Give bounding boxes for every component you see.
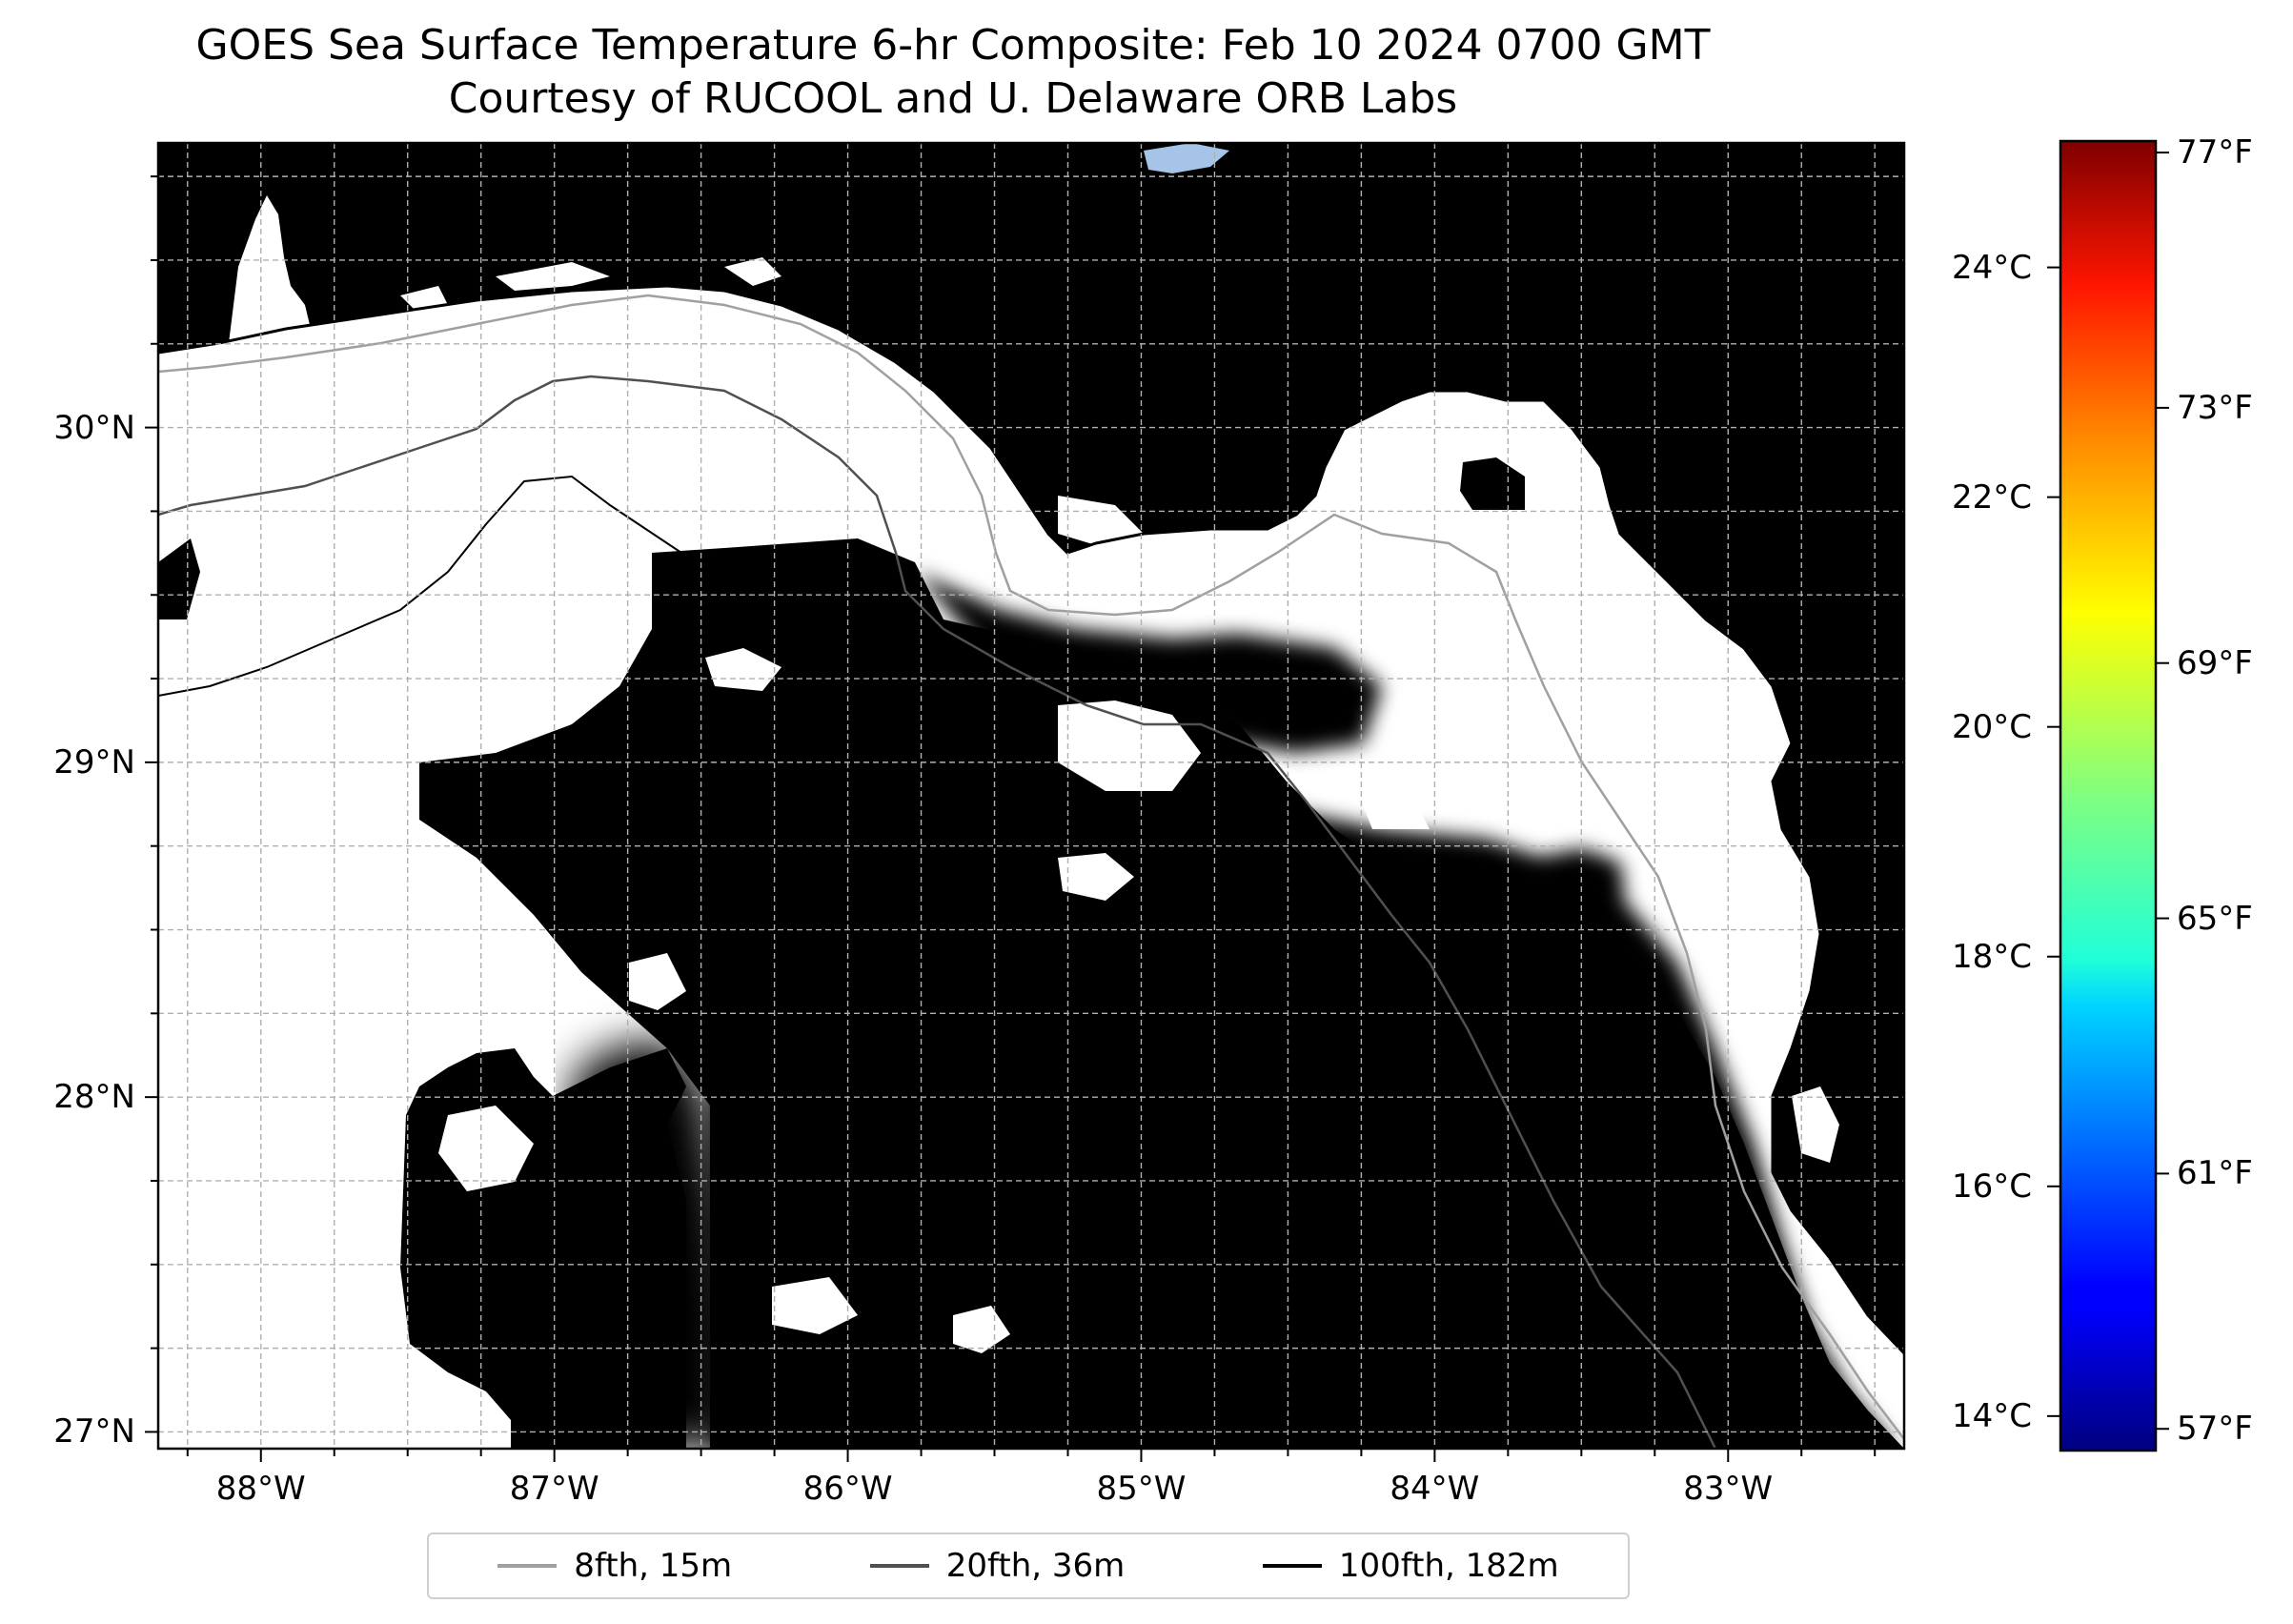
legend-swatch xyxy=(1262,1564,1322,1568)
map-ticks xyxy=(145,175,1877,1462)
sst-orange-patch-north xyxy=(858,1029,1048,1182)
colorbar-ticks xyxy=(2047,152,2169,1431)
legend-label: 8fth, 15m xyxy=(574,1547,733,1585)
celsius-tick-label: 14°C xyxy=(1951,1396,2032,1435)
legend-swatch xyxy=(869,1564,929,1568)
legend-item: 20fth, 36m xyxy=(869,1547,1126,1585)
cloud-gap xyxy=(772,1277,858,1334)
lat-tick-label: 30°N xyxy=(53,408,135,447)
cloud-gap xyxy=(953,1306,1010,1353)
cloud-gap xyxy=(1058,853,1134,901)
land-st-andrews-bay xyxy=(724,257,781,286)
fahrenheit-tick-label: 65°F xyxy=(2177,899,2253,938)
fahrenheit-tick-label: 73°F xyxy=(2177,388,2253,427)
land-choctawhatchee-bay xyxy=(496,262,610,291)
lon-tick-label: 86°W xyxy=(802,1470,893,1508)
sst-orange-patch xyxy=(724,1334,1096,1449)
celsius-tick-label: 20°C xyxy=(1951,707,2032,746)
cloud-gap xyxy=(438,1106,534,1191)
sst-eastern-cyan xyxy=(1287,810,1897,1449)
legend-label: 20fth, 36m xyxy=(945,1547,1126,1585)
lon-tick-label: 84°W xyxy=(1390,1470,1480,1508)
colorbar xyxy=(2059,139,2158,1452)
sst-west-patch xyxy=(158,538,200,619)
lon-tick-label: 83°W xyxy=(1683,1470,1774,1508)
land-mainland xyxy=(158,143,1904,1353)
celsius-tick-label: 24°C xyxy=(1951,248,2032,287)
lon-tick-label: 87°W xyxy=(509,1470,599,1508)
map-frame xyxy=(156,141,1906,1451)
fahrenheit-tick-label: 57°F xyxy=(2177,1410,2253,1449)
celsius-tick-label: 16°C xyxy=(1951,1167,2032,1206)
sst-field xyxy=(158,457,1904,1449)
fahrenheit-tick-label: 69°F xyxy=(2177,643,2253,682)
celsius-tick-label: 18°C xyxy=(1951,937,2032,976)
state-boundary xyxy=(1177,182,1904,233)
chart-title: GOES Sea Surface Temperature 6-hr Compos… xyxy=(195,21,1711,70)
lon-tick-label: 85°W xyxy=(1096,1470,1187,1508)
land-mobile-bay xyxy=(229,195,311,343)
sst-coastal-cyan xyxy=(915,572,1382,753)
celsius-tick-label: 22°C xyxy=(1951,477,2032,517)
lat-tick-label: 27°N xyxy=(53,1412,135,1451)
fahrenheit-tick-label: 61°F xyxy=(2177,1154,2253,1193)
coastline xyxy=(158,284,1904,1355)
gridlines xyxy=(158,143,1904,1449)
chart-subtitle: Courtesy of RUCOOL and U. Delaware ORB L… xyxy=(448,74,1458,123)
land xyxy=(158,143,1904,1353)
legend-item: 100fth, 182m xyxy=(1262,1547,1559,1585)
lake-seminole xyxy=(1144,143,1229,173)
sst-western-yellowgreen xyxy=(419,667,667,867)
legend-label: 100fth, 182m xyxy=(1338,1547,1559,1585)
lon-tick-label: 88°W xyxy=(215,1470,306,1508)
lat-tick-label: 28°N xyxy=(53,1078,135,1117)
land-tampa-bay xyxy=(1792,1086,1839,1163)
fahrenheit-tick-label: 77°F xyxy=(2177,133,2253,173)
cloud-gap xyxy=(1353,782,1430,829)
legend-swatch xyxy=(497,1564,558,1568)
sst-blue-patch xyxy=(1534,848,1625,910)
legend-item: 8fth, 15m xyxy=(497,1547,732,1585)
legend: 8fth, 15m 20fth, 36m 100fth, 182m xyxy=(427,1533,1630,1599)
isobath-8fth xyxy=(158,294,1904,1440)
land-apalachicola-bay xyxy=(1058,496,1144,548)
isobath-100fth xyxy=(158,475,1278,1449)
isobath-20fth xyxy=(158,375,1717,1449)
cloud-gap xyxy=(629,953,686,1010)
lat-tick-label: 29°N xyxy=(53,742,135,782)
cloud-gap xyxy=(705,648,781,691)
